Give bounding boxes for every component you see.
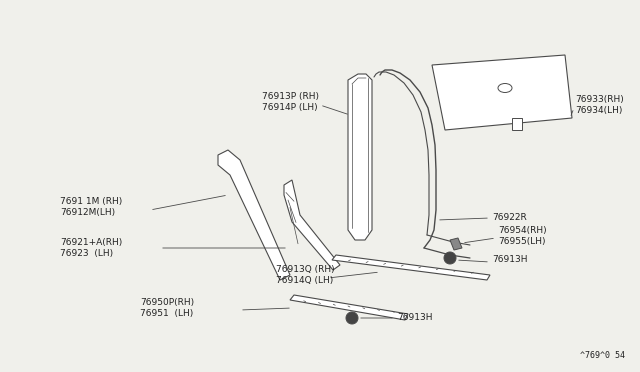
Text: 76954(RH)
76955(LH): 76954(RH) 76955(LH) bbox=[498, 226, 547, 246]
Polygon shape bbox=[512, 118, 522, 130]
Polygon shape bbox=[290, 295, 408, 320]
Polygon shape bbox=[348, 74, 372, 240]
Text: 76921+A(RH)
76923  (LH): 76921+A(RH) 76923 (LH) bbox=[60, 238, 122, 258]
Ellipse shape bbox=[498, 83, 512, 93]
Text: 76913P (RH)
76914P (LH): 76913P (RH) 76914P (LH) bbox=[262, 92, 319, 112]
Text: 76913Q (RH)
76914Q (LH): 76913Q (RH) 76914Q (LH) bbox=[276, 265, 335, 285]
Text: 76922R: 76922R bbox=[492, 214, 527, 222]
Circle shape bbox=[444, 252, 456, 264]
Polygon shape bbox=[332, 255, 490, 280]
Text: 7691 1M (RH)
76912M(LH): 7691 1M (RH) 76912M(LH) bbox=[60, 197, 122, 217]
Polygon shape bbox=[432, 55, 572, 130]
Text: 76913H: 76913H bbox=[397, 314, 433, 323]
Polygon shape bbox=[450, 238, 462, 250]
Circle shape bbox=[346, 312, 358, 324]
Text: 76913H: 76913H bbox=[492, 256, 527, 264]
Polygon shape bbox=[284, 180, 340, 270]
Text: 76950P(RH)
76951  (LH): 76950P(RH) 76951 (LH) bbox=[140, 298, 194, 318]
Polygon shape bbox=[218, 150, 290, 280]
Text: ^769^0 54: ^769^0 54 bbox=[580, 351, 625, 360]
Text: 76933(RH)
76934(LH): 76933(RH) 76934(LH) bbox=[575, 95, 624, 115]
